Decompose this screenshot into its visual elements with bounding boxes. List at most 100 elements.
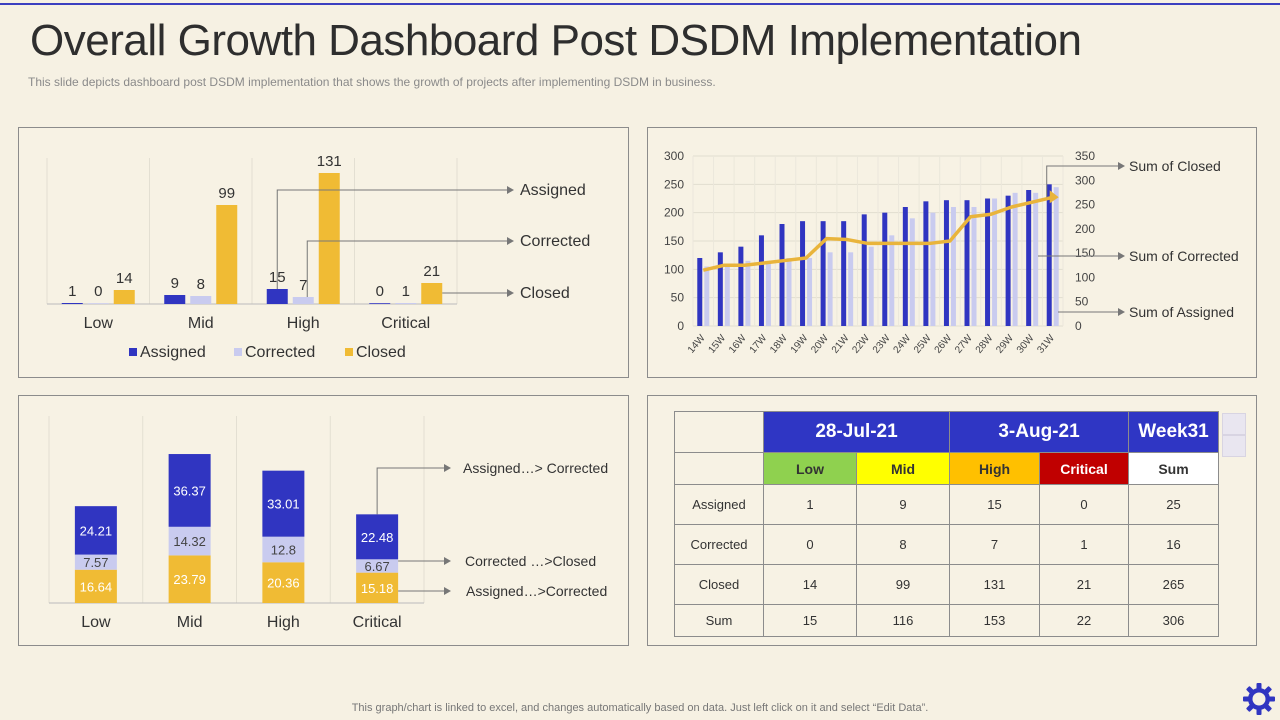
bar-corrected: [292, 297, 314, 304]
stacked-segment: [74, 554, 117, 570]
x-tick-label: 27W: [953, 332, 975, 355]
annotation-label: Assigned…>Corrected: [466, 583, 607, 599]
annotation-label: Closed: [520, 285, 570, 302]
bar-assigned: [266, 289, 288, 304]
x-tick-label: 18W: [768, 332, 790, 355]
stacked-transition-chart[interactable]: 16.64 7.57 24.21 Low 23.79 14.32 36.37 Mid 20.36…: [19, 396, 628, 645]
x-tick-label: 29W: [994, 332, 1016, 355]
bar-closed: [318, 173, 340, 304]
legend-entry: Corrected: [245, 344, 315, 361]
y-tick-left: 250: [664, 177, 684, 191]
bar-sum-of-assigned: [758, 235, 764, 326]
stacked-segment: [262, 562, 305, 603]
scroll-down-button[interactable]: [1222, 435, 1246, 457]
arrow-icon: [507, 289, 514, 297]
stacked-segment: [168, 526, 211, 556]
table-row-sum: Sum 15 116 153 22 306: [674, 604, 1219, 637]
annotation-label: Assigned…> Corrected: [463, 460, 608, 476]
bar-sum-of-corrected: [745, 260, 751, 326]
category-label: Low: [84, 315, 114, 332]
bar-sum-of-corrected: [1053, 187, 1059, 326]
panel-stacked-chart[interactable]: 16.64 7.57 24.21 Low 23.79 14.32 36.37 Mid 20.36…: [18, 395, 629, 646]
bar-sum-of-assigned: [717, 252, 723, 326]
annotation-connector: [1046, 165, 1118, 198]
table-cell: 8: [856, 524, 950, 565]
x-tick-label: 22W: [850, 332, 872, 355]
x-tick-label: 20W: [809, 332, 831, 355]
bar-assigned: [369, 303, 391, 304]
category-label: Mid: [188, 315, 214, 332]
x-tick-label: 31W: [1035, 332, 1057, 355]
category-label: Low: [81, 614, 111, 631]
table-level-mid: Mid: [856, 452, 950, 485]
arrow-icon: [507, 237, 514, 245]
arrow-icon: [507, 186, 514, 194]
page-title: Overall Growth Dashboard Post DSDM Imple…: [30, 16, 1082, 65]
bar-sum-of-corrected: [1012, 192, 1018, 326]
table-level-high: High: [949, 452, 1040, 485]
panel-severity-bar-chart[interactable]: 1 0 14 Low 9 8 99 Mid 15 7 131 High 0 1 21 Critical Assi…: [18, 127, 629, 378]
y-tick-right: 0: [1075, 319, 1082, 333]
x-tick-label: 16W: [727, 332, 749, 355]
bar-sum-of-assigned: [861, 214, 867, 326]
gear-icon[interactable]: [1242, 682, 1276, 716]
table-level-low: Low: [763, 452, 857, 485]
segment-label: 24.21: [80, 523, 113, 538]
data-label: 131: [317, 153, 342, 170]
table-cell: 15: [949, 484, 1040, 525]
bar-sum-of-corrected: [930, 212, 936, 326]
segment-label: 14.32: [173, 534, 206, 549]
y-tick-right: 300: [1075, 173, 1095, 187]
bar-sum-of-assigned: [841, 221, 847, 326]
data-label: 99: [218, 185, 235, 202]
page-subtitle: This slide depicts dashboard post DSDM i…: [28, 75, 716, 89]
scroll-up-button[interactable]: [1222, 413, 1246, 435]
table-row: Corrected 0 8 7 1 16: [674, 524, 1219, 565]
y-tick-left: 300: [664, 149, 684, 163]
table-cell: 306: [1128, 604, 1219, 637]
x-tick-label: 17W: [748, 332, 770, 355]
bar-corrected: [190, 296, 212, 304]
y-tick-left: 50: [671, 291, 685, 305]
stacked-segment: [262, 536, 305, 563]
y-tick-right: 50: [1075, 295, 1089, 309]
y-tick-right: 150: [1075, 246, 1095, 260]
bar-closed: [216, 205, 238, 304]
x-tick-label: 30W: [1015, 332, 1037, 355]
bar-sum-of-corrected: [971, 207, 977, 326]
data-label: 7: [299, 277, 307, 294]
category-label: High: [267, 614, 300, 631]
segment-label: 36.37: [173, 483, 206, 498]
bar-sum-of-corrected: [807, 258, 813, 326]
annotation-connector: [376, 467, 444, 515]
table-cell: 0: [763, 524, 857, 565]
legend-swatch: [234, 348, 242, 356]
row-label: Closed: [674, 564, 764, 605]
x-tick-label: 26W: [933, 332, 955, 355]
data-label: 1: [68, 283, 76, 300]
x-tick-label: 15W: [706, 332, 728, 355]
row-label: Sum: [674, 604, 764, 637]
y-tick-left: 150: [664, 234, 684, 248]
bar-sum-of-assigned: [820, 221, 826, 326]
bar-sum-of-corrected: [827, 252, 833, 326]
bar-sum-of-corrected: [909, 218, 915, 326]
data-label: 0: [94, 283, 102, 300]
bar-sum-of-corrected: [724, 263, 730, 326]
data-label: 21: [423, 263, 440, 280]
table-row: Assigned 1 9 15 0 25: [674, 484, 1219, 525]
table-level-corner: [674, 452, 764, 485]
weekly-combo-chart[interactable]: 0 50 100 150 200 250 300 0 50 100 150 200 250 300 350 1…: [648, 128, 1256, 377]
table-corner-cell: [674, 411, 764, 453]
annotation-label: Assigned: [520, 182, 586, 199]
segment-label: 23.79: [173, 572, 206, 587]
panel-weekly-combo-chart[interactable]: 0 50 100 150 200 250 300 0 50 100 150 200 250 300 350 1…: [647, 127, 1257, 378]
annotation-label: Sum of Assigned: [1129, 304, 1234, 320]
category-label: Critical: [353, 614, 402, 631]
bar-sum-of-assigned: [779, 224, 785, 326]
stacked-segment: [356, 572, 399, 603]
segment-label: 12.8: [271, 542, 296, 557]
table-date-1: 28-Jul-21: [763, 411, 950, 453]
bar-sum-of-corrected: [950, 207, 956, 326]
